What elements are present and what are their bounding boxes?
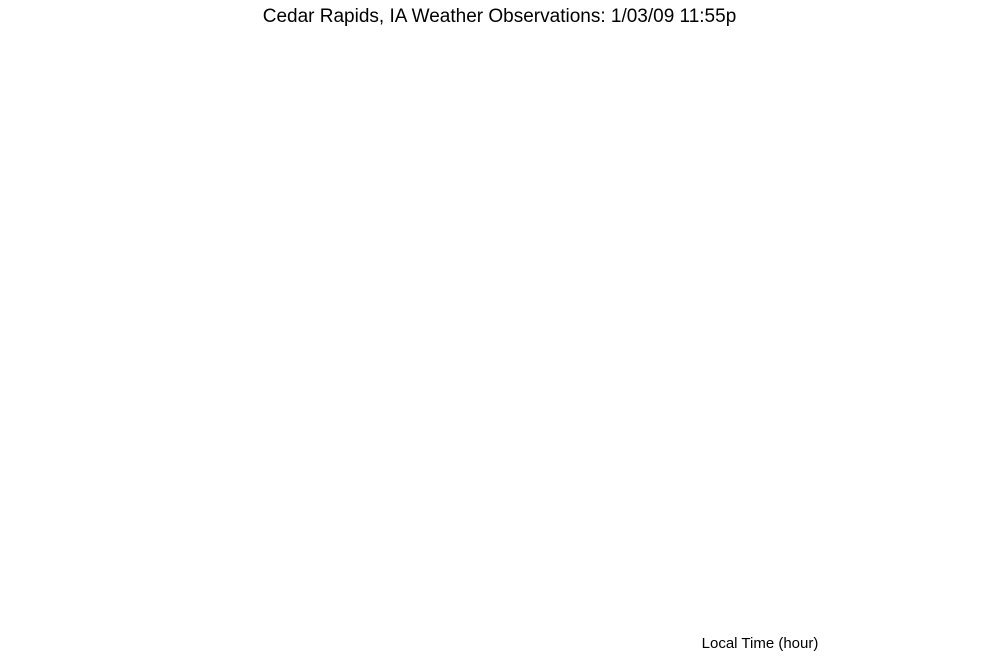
page-title: Cedar Rapids, IA Weather Observations: 1… [262,6,737,27]
x-axis-label: Local Time (hour) [701,635,819,652]
